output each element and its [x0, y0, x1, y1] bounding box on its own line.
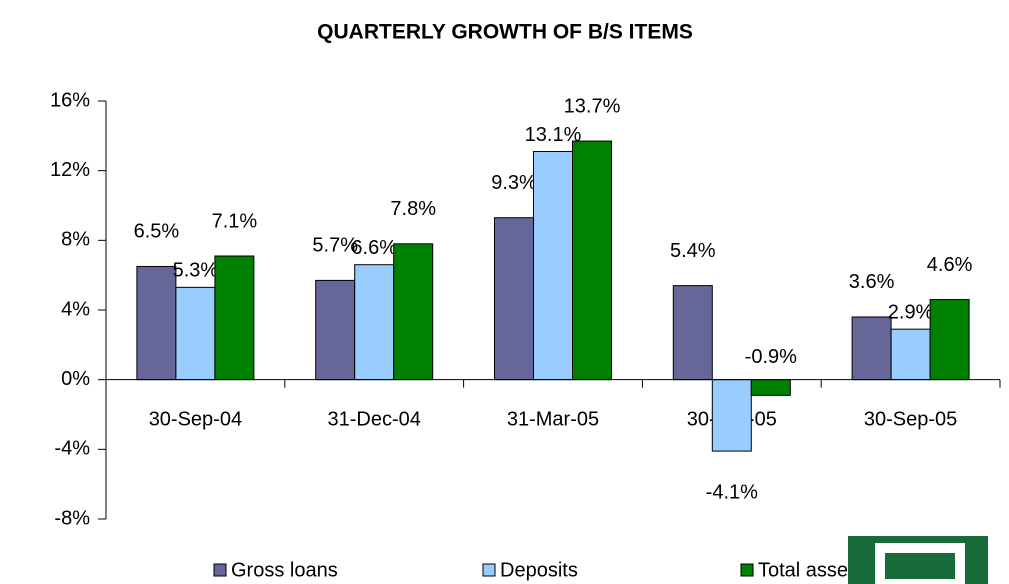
value-label: 5.7%	[312, 235, 358, 257]
value-label: 7.1%	[212, 210, 258, 232]
bar	[711, 379, 752, 452]
bar	[354, 264, 395, 381]
value-label: 2.9%	[888, 301, 934, 323]
value-label: 5.4%	[670, 240, 716, 262]
value-label: 5.3%	[173, 260, 219, 282]
x-tick-label: 30-Sep-05	[864, 408, 957, 430]
bar	[393, 243, 434, 381]
logo	[848, 536, 988, 584]
y-tick-label: 16%	[50, 89, 90, 111]
x-tick-label: 31-Mar-05	[507, 408, 599, 430]
value-label: 7.8%	[390, 198, 436, 220]
bar	[175, 286, 216, 381]
bar	[890, 328, 931, 381]
bar	[851, 316, 892, 381]
value-label: 13.7%	[564, 95, 621, 117]
legend-swatch	[213, 563, 227, 577]
x-tick-label: 30-Sep-04	[149, 408, 242, 430]
value-label: 3.6%	[849, 271, 895, 293]
legend-label: Gross loans	[231, 559, 338, 581]
x-tick-label: 31-Dec-04	[328, 408, 421, 430]
chart-title: QUARTERLY GROWTH OF B/S ITEMS	[317, 21, 693, 44]
y-tick-label: 4%	[61, 298, 90, 320]
value-label: 6.5%	[134, 221, 180, 243]
legend-label: Total assets	[758, 559, 864, 581]
value-label: 4.6%	[927, 254, 973, 276]
bar	[672, 285, 713, 381]
bar	[136, 265, 177, 381]
bar	[494, 217, 534, 381]
y-tick-label: 8%	[61, 229, 90, 251]
bar	[533, 151, 573, 381]
y-tick-label: -4%	[54, 438, 90, 460]
value-label: 6.6%	[351, 237, 397, 259]
legend-swatch	[482, 563, 496, 577]
value-label: -4.1%	[706, 481, 758, 503]
legend-label: Deposits	[500, 559, 578, 581]
bar	[315, 279, 356, 381]
legend-swatch	[740, 563, 754, 577]
value-label: 9.3%	[491, 172, 537, 194]
bar	[750, 379, 791, 396]
bar	[929, 299, 970, 381]
y-tick-label: 0%	[61, 368, 90, 390]
y-tick-label: 12%	[50, 159, 90, 181]
y-tick-label: -8%	[54, 507, 90, 529]
value-label: 13.1%	[525, 124, 582, 146]
bar	[214, 255, 255, 381]
value-label: -0.9%	[745, 346, 797, 368]
bar	[572, 140, 612, 381]
